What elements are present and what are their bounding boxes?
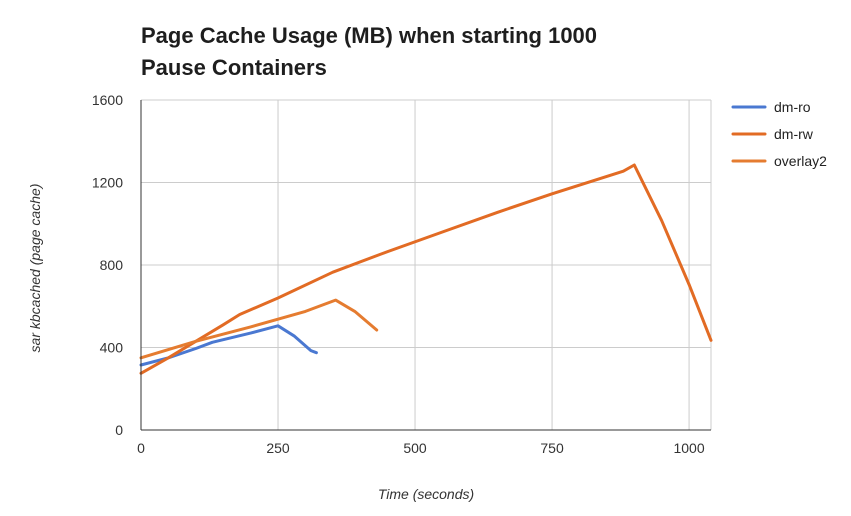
y-tick-label: 400 — [100, 340, 124, 356]
axis-layer: 0 400 800 1200 1600 0 250 500 750 1000 — [92, 92, 711, 456]
grid-layer — [140, 99, 712, 430]
x-tick-label: 250 — [266, 440, 290, 456]
y-tick-label: 800 — [100, 257, 124, 273]
legend-label-overlay2: overlay2 — [774, 153, 827, 169]
series-layer — [139, 163, 713, 375]
x-tick-label: 750 — [540, 440, 564, 456]
legend: dm-ro dm-rw overlay2 — [731, 99, 827, 169]
chart-title: Page Cache Usage (MB) when starting 1000… — [141, 20, 701, 84]
chart-title-line-1: Page Cache Usage (MB) when starting 1000 — [141, 23, 598, 48]
legend-label-dm-ro: dm-ro — [774, 99, 811, 115]
series-line-dm-ro — [139, 324, 318, 367]
y-tick-label: 0 — [115, 422, 123, 438]
chart-title-line-2: Pause Containers — [141, 55, 327, 80]
series-line-dm-rw — [139, 163, 713, 375]
x-tick-label: 500 — [403, 440, 427, 456]
y-tick-label: 1600 — [92, 92, 123, 108]
y-axis-title: sar kbcached (page cache) — [27, 184, 43, 353]
y-tick-label: 1200 — [92, 175, 123, 191]
legend-label-dm-rw: dm-rw — [774, 126, 814, 142]
x-tick-label: 1000 — [673, 440, 704, 456]
x-tick-label: 0 — [137, 440, 145, 456]
series-line-overlay2 — [139, 298, 379, 360]
x-axis-title: Time (seconds) — [378, 486, 474, 502]
